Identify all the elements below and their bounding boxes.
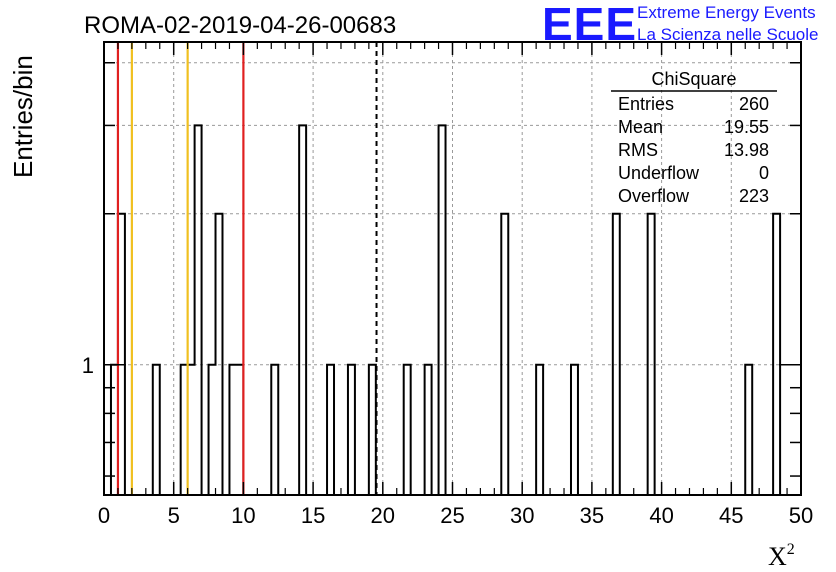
axis-ticks [103,42,802,495]
marker-lines [116,42,378,495]
stats-row-label: Overflow [618,186,690,206]
x-tick-label: 0 [98,503,110,528]
histogram-bin [773,214,780,495]
stats-row-label: Mean [618,117,663,137]
stats-row-value: 260 [739,94,769,114]
stats-box: ChiSquare Entries 260 Mean 19.55 RMS 13.98 Und… [611,69,777,206]
stats-row-value: 223 [739,186,769,206]
histogram-bin [613,214,620,495]
x-tick-label: 25 [440,503,464,528]
x-tick-label: 40 [649,503,673,528]
stats-row-value: 0 [759,163,769,183]
histogram-bin [209,365,216,495]
eee-logo-mark: EEE [542,0,637,50]
histogram-bin [271,365,278,495]
stats-box-rows: Entries 260 Mean 19.55 RMS 13.98 Underflow 0 Ove… [618,94,769,206]
x-axis-label-superscript: 2 [787,541,795,558]
histogram-bin [327,365,334,495]
x-tick-label: 35 [580,503,604,528]
histogram-bin [425,365,432,495]
chart-title: ROMA-02-2019-04-26-00683 [84,12,396,39]
x-tick-labels: 0 5 10 15 20 25 30 35 40 45 50 [98,503,813,528]
y-tick-labels: 1 [82,353,94,378]
histogram-bin [348,365,355,495]
x-tick-label: 45 [719,503,743,528]
x-tick-label: 15 [301,503,325,528]
stats-row-label: RMS [618,140,658,160]
x-axis-label-base: X [768,542,787,571]
eee-logo-line1: Extreme Energy Events [637,3,816,22]
histogram-bin [439,125,446,495]
eee-logo: EEE Extreme Energy Events La Scienza nel… [542,0,818,50]
eee-logo-line2: La Scienza nelle Scuole [637,25,818,44]
histogram-bin [571,365,578,495]
x-tick-label: 30 [510,503,534,528]
histogram-bin [501,214,508,495]
x-tick-label: 5 [168,503,180,528]
x-tick-label: 50 [789,503,813,528]
histogram-bin [745,365,752,495]
stats-row-value: 13.98 [724,140,769,160]
x-tick-label: 10 [231,503,255,528]
histogram-bin [216,214,223,495]
histogram-bin [404,365,411,495]
y-axis-label: Entries/bin [8,55,38,178]
stats-box-name: ChiSquare [651,69,736,89]
histogram-bin [536,365,543,495]
histogram-bin [153,365,160,495]
stats-row-label: Entries [618,94,674,114]
x-axis-label: X2 [768,541,795,571]
histogram-bin [299,125,306,495]
histogram-bin [648,214,655,495]
histogram-bin [369,365,376,495]
x-tick-label: 20 [371,503,395,528]
histogram-bin [195,125,202,495]
y-tick-label: 1 [82,353,94,378]
stats-row-label: Underflow [618,163,700,183]
stats-row-value: 19.55 [724,117,769,137]
histogram-bin [229,365,236,495]
